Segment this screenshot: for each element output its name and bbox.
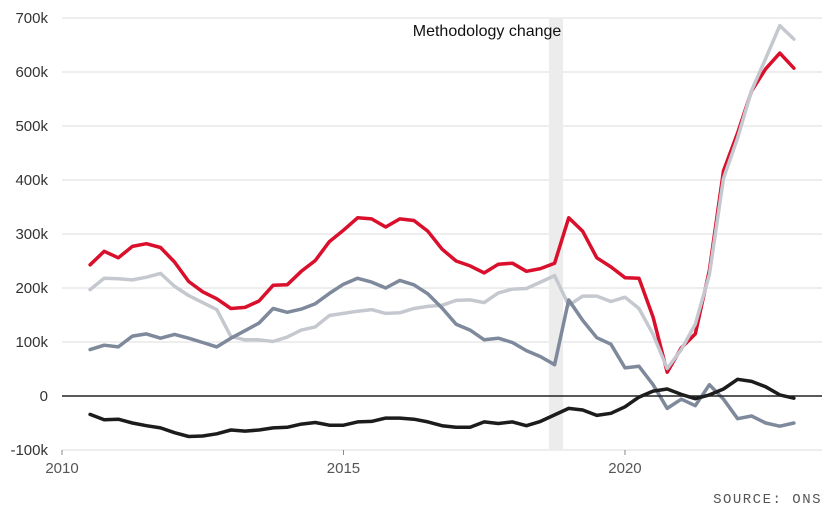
series-lightgray-line — [88, 23, 796, 371]
y-tick-label: 0 — [40, 388, 48, 405]
y-tick-label: 600k — [15, 64, 48, 81]
y-tick-label: 700k — [15, 10, 48, 27]
y-axis-ticks: -100k 0 100k 200k 300k 400k 500k 600k 700k — [10, 10, 48, 459]
y-tick-label: 500k — [15, 118, 48, 135]
source-note: SOURCE: ONS — [713, 492, 822, 508]
y-tick-label: 100k — [15, 334, 48, 351]
methodology-change-label: Methodology change — [413, 23, 562, 40]
x-tick-label: 2015 — [327, 460, 360, 477]
series-slate-line — [88, 276, 796, 428]
x-tick-label: 2010 — [45, 460, 78, 477]
series-black-line — [88, 377, 796, 439]
y-tick-label: 300k — [15, 226, 48, 243]
y-tick-label: -100k — [10, 442, 48, 459]
y-tick-label: 200k — [15, 280, 48, 297]
x-tick-label: 2020 — [608, 460, 641, 477]
x-axis-ticks: 2010 2015 2020 — [45, 450, 642, 477]
y-tick-label: 400k — [15, 172, 48, 189]
methodology-change-band — [548, 18, 564, 450]
series-lines — [88, 23, 796, 439]
gridlines — [62, 17, 822, 451]
series-red-line — [88, 51, 796, 374]
